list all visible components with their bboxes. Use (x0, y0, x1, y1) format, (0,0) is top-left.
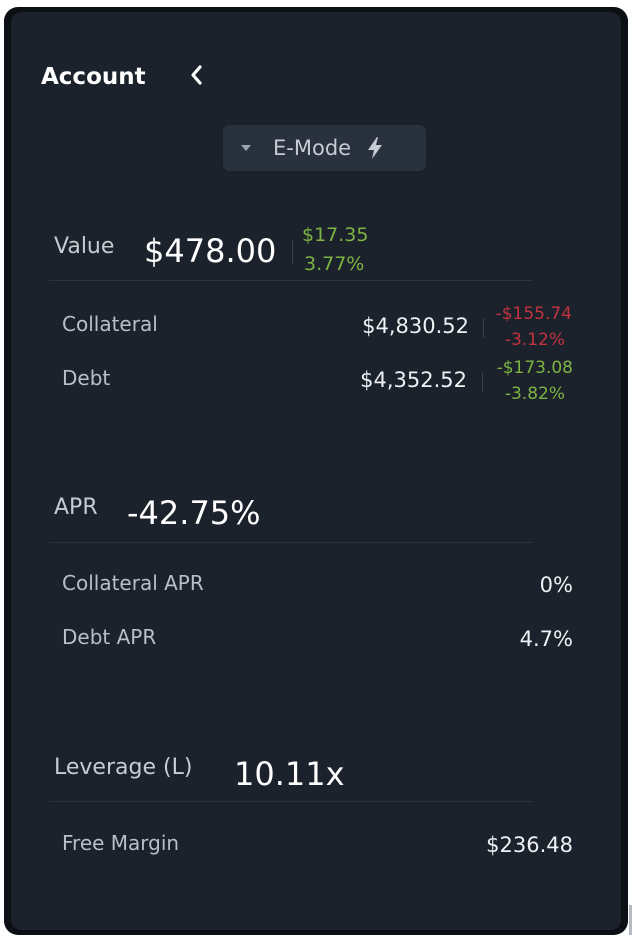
apr-divider (49, 542, 533, 543)
emode-label: E-Mode (273, 136, 352, 160)
account-panel: Account E-Mode Value $478.00 $17.35 3.77… (4, 7, 628, 935)
debt-change-amount: -$173.08 (496, 358, 573, 378)
value-amount: $478.00 (144, 232, 277, 270)
value-divider (49, 280, 533, 281)
collateral-separator (483, 318, 484, 338)
back-button[interactable] (183, 58, 211, 92)
value-separator (292, 240, 293, 264)
value-change-pct: 3.77% (304, 253, 365, 275)
leverage-label: Leverage (L) (54, 755, 193, 780)
account-panel-inner: Account E-Mode Value $478.00 $17.35 3.77… (11, 12, 621, 930)
apr-label: APR (54, 495, 98, 520)
free-margin-value: $236.48 (486, 833, 573, 857)
debt-separator (482, 372, 483, 392)
leverage-divider (49, 801, 533, 802)
collateral-change-amount: -$155.74 (495, 304, 572, 324)
debt-apr-value: 4.7% (519, 627, 573, 651)
value-change-amount: $17.35 (302, 224, 369, 246)
emode-toggle-button[interactable]: E-Mode (223, 125, 426, 171)
value-label: Value (54, 234, 115, 259)
debt-value: $4,352.52 (360, 368, 467, 392)
leverage-amount: 10.11x (234, 755, 345, 793)
panel-title: Account (41, 64, 146, 90)
debt-apr-label: Debt APR (62, 625, 157, 649)
scrollbar-handle[interactable] (629, 905, 632, 935)
collateral-label: Collateral (62, 312, 158, 336)
collateral-apr-value: 0% (539, 573, 573, 597)
caret-down-icon (241, 145, 251, 151)
free-margin-label: Free Margin (62, 831, 180, 855)
collateral-apr-label: Collateral APR (62, 571, 204, 595)
chevron-left-icon (191, 65, 202, 85)
collateral-change-pct: -3.12% (504, 330, 565, 350)
apr-amount: -42.75% (127, 494, 261, 532)
collateral-value: $4,830.52 (362, 314, 469, 338)
debt-change-pct: -3.82% (504, 384, 565, 404)
lightning-bolt-icon (365, 136, 385, 160)
debt-label: Debt (62, 366, 111, 390)
